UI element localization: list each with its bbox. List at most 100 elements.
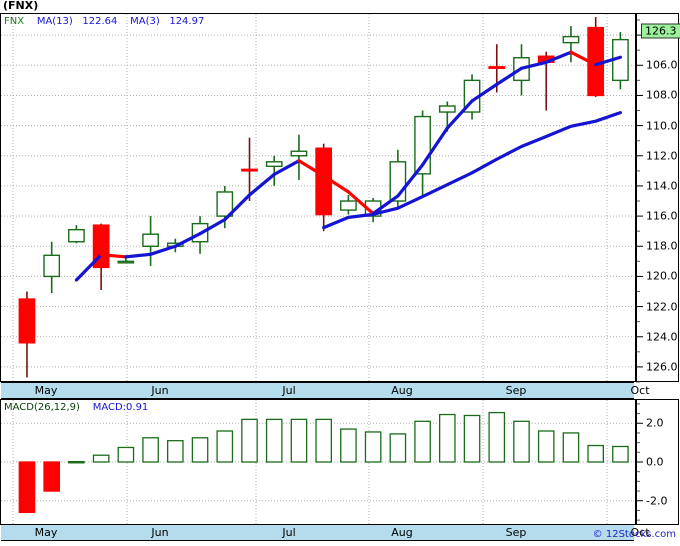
price-axis-label: 122.0 [646, 300, 678, 314]
macd-axis-label: 2.0 [646, 416, 664, 430]
candle-body [216, 191, 234, 217]
month-label-jul: Jul [282, 384, 296, 397]
macd-histogram-bar [290, 418, 308, 463]
price-axis-label: 108.0 [646, 88, 678, 102]
candle-body [117, 260, 135, 264]
macd-histogram-bar [216, 430, 234, 463]
candlestick [612, 32, 629, 90]
macd-value-label: MACD:0.91 [92, 402, 149, 413]
candlestick [241, 137, 258, 202]
macd-histogram-bar [414, 420, 431, 463]
month-label-sep: Sep [505, 526, 527, 539]
candle-body [142, 233, 159, 247]
ma-fast-line-down [322, 174, 351, 194]
candle-body [438, 105, 456, 113]
macd-histogram-bar [587, 444, 604, 463]
ma-fast-line-up [594, 55, 623, 67]
month-label-jul: Jul [282, 526, 296, 539]
macd-histogram-bar [562, 432, 580, 463]
legend-ma-slow-value: 122.64 [82, 16, 118, 27]
candle-body [265, 161, 283, 168]
macd-axis-label: 0.0 [646, 455, 664, 469]
price-legend: FNX MA(13) 122.64 MA(3) 124.97 [4, 16, 204, 27]
macd-histogram-bar [241, 418, 258, 463]
last-price-badge: 126.3 [641, 23, 680, 39]
price-axis-label: 114.0 [646, 179, 678, 193]
candlestick [68, 225, 85, 244]
ma-fast-line-down [297, 159, 326, 178]
price-axis-label: 124.0 [646, 330, 678, 344]
macd-histogram-bar [438, 413, 456, 463]
price-axis-label: 116.0 [646, 209, 678, 223]
ma-fast-line-up [124, 252, 153, 259]
ma-fast-line-up [445, 99, 474, 130]
legend-symbol: FNX [4, 16, 25, 27]
candle-body [290, 150, 308, 157]
macd-indicator-label: MACD(26,12,9) [4, 402, 80, 413]
price-axis-label: 110.0 [646, 119, 678, 133]
candle-body [562, 35, 580, 44]
copyright-notice: © 12Stocks.com [592, 529, 676, 540]
macd-histogram-bar [191, 437, 209, 463]
title-bar: (FNX) [0, 0, 680, 14]
macd-histogram-bar [142, 437, 159, 463]
candle-body [43, 254, 61, 278]
month-label-may: May [34, 526, 58, 539]
macd-axis-label: -2.0 [646, 494, 668, 508]
macd-histogram-bar [513, 420, 530, 463]
macd-histogram-bar [117, 446, 135, 463]
ma-fast-line-up [272, 159, 301, 176]
ma-fast-line-up [544, 50, 573, 64]
ma-fast-line-up [420, 126, 449, 167]
macd-histogram-bar [488, 411, 506, 463]
candle-body [488, 66, 506, 69]
macd-histogram-bar [43, 461, 61, 492]
macd-histogram-bar [68, 460, 85, 464]
month-label-may: May [34, 384, 58, 397]
ma-fast-line-up [396, 163, 425, 198]
candlestick [340, 194, 357, 215]
macd-histogram-bar [315, 418, 332, 463]
price-axis-label: 112.0 [646, 149, 678, 163]
macd-histogram-bar [389, 433, 407, 463]
month-label-sep: Sep [505, 384, 527, 397]
ma-fast-line-down [569, 50, 598, 67]
page-title: (FNX) [3, 0, 39, 12]
candlestick [18, 291, 36, 378]
candlestick [265, 155, 283, 186]
price-month-axis: May Jun Jul Aug Sep Oct [1, 382, 650, 399]
macd-histogram-bar [18, 461, 36, 514]
macd-month-axis: May Jun Jul Aug Sep Oct [1, 524, 650, 541]
ma-fast-line-up [173, 232, 202, 248]
macd-histogram-bar [463, 414, 481, 463]
month-label-oct: Oct [630, 526, 650, 539]
ma-fast-line-up [371, 194, 400, 216]
macd-histogram-bar [537, 430, 555, 463]
legend-ma-slow-label: MA(13) [36, 16, 73, 27]
month-label-oct: Oct [630, 384, 650, 397]
ma-fast-line-up [495, 66, 524, 86]
ma-fast-line-up [519, 60, 548, 70]
candlestick [142, 216, 159, 266]
price-axis-label: 120.0 [646, 269, 678, 283]
month-label-aug: Aug [391, 384, 413, 397]
legend-ma-fast-label: MA(3) [130, 16, 160, 27]
candle-body [68, 228, 85, 243]
month-label-jun: Jun [151, 526, 169, 539]
ma-fast-line-up [247, 172, 276, 197]
legend-ma-fast-value: 124.97 [169, 16, 205, 27]
macd-histogram-bar [612, 445, 629, 463]
ma-fast-line-up [148, 244, 177, 256]
candle-body [241, 168, 258, 172]
candlestick [290, 134, 308, 180]
month-label-aug: Aug [391, 526, 413, 539]
price-axis-label: 126.0 [646, 360, 678, 374]
candlestick [43, 241, 61, 294]
macd-histogram-bar [265, 418, 283, 463]
ma-fast-line-down [346, 190, 375, 216]
candlestick [562, 26, 580, 63]
macd-histogram-bar [92, 454, 110, 463]
